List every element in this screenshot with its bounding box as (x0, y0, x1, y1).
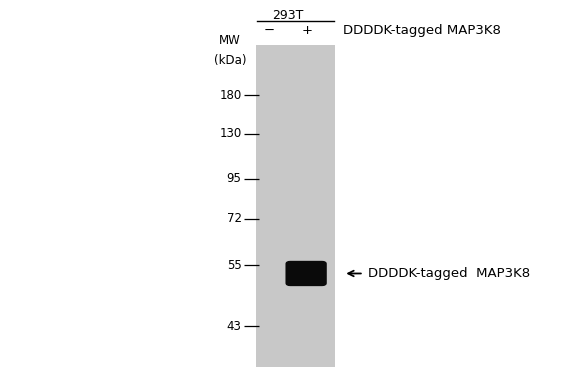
Text: 95: 95 (226, 172, 242, 185)
Text: 130: 130 (219, 127, 242, 140)
Text: DDDDK-tagged MAP3K8: DDDDK-tagged MAP3K8 (343, 24, 501, 37)
Text: MW: MW (219, 34, 241, 47)
FancyBboxPatch shape (285, 261, 327, 286)
Bar (256, 45, 335, 367)
Text: 72: 72 (226, 212, 242, 225)
Text: +: + (302, 24, 313, 37)
Text: 55: 55 (227, 259, 242, 272)
Text: (kDa): (kDa) (214, 54, 246, 67)
Text: −: − (264, 24, 275, 37)
Text: 43: 43 (226, 320, 242, 333)
Text: 293T: 293T (272, 9, 304, 22)
Text: 180: 180 (219, 89, 242, 102)
Text: DDDDK-tagged  MAP3K8: DDDDK-tagged MAP3K8 (368, 267, 531, 280)
